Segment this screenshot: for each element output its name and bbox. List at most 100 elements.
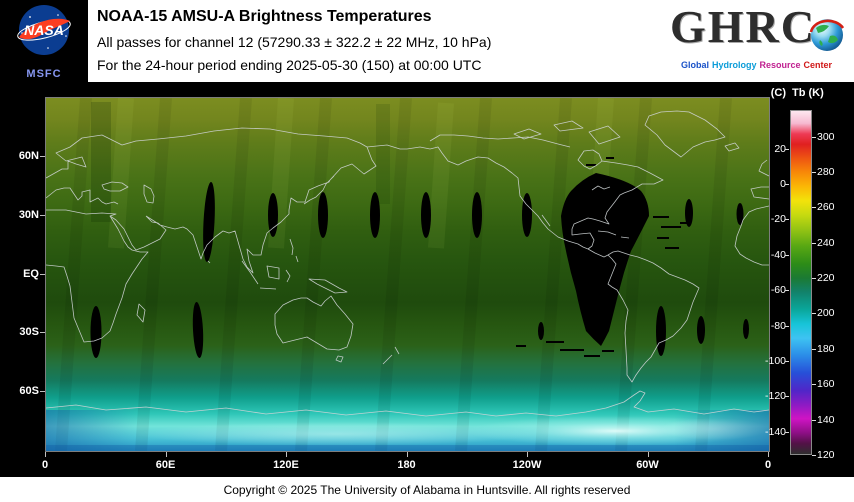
- colorbar-tick: [812, 242, 816, 244]
- nasa-logo-text: NASA: [24, 22, 64, 38]
- coastline-antarctica: [46, 390, 769, 417]
- coastline-eurasia: [46, 127, 431, 274]
- x-axis-label: 180: [397, 459, 416, 471]
- x-axis-label: 60E: [155, 459, 176, 471]
- y-axis-tick: [40, 391, 45, 393]
- ghrc-logo: GHRC Global Hydrology Resource Center: [670, 2, 846, 80]
- coastline-americas: [429, 134, 700, 383]
- large-data-gap: [561, 173, 649, 346]
- x-axis-tick: [527, 452, 528, 457]
- ghrc-tagline-word: Global: [680, 60, 709, 70]
- y-axis-tick: [40, 155, 45, 157]
- coastline-africa: [46, 159, 769, 343]
- x-axis-label: 120W: [512, 459, 542, 471]
- map-band: (C) Tb (K) 60N 30N EQ 30S 60S 0 60E 120E 180 120W…: [0, 82, 854, 477]
- colorbar-celsius-label: -60: [770, 284, 786, 297]
- colorbar-celsius-label: 20: [774, 142, 786, 155]
- y-axis-label: 60S: [19, 385, 39, 398]
- colorbar-kelvin-label: 220: [817, 272, 835, 285]
- colorbar-celsius-label: -120: [764, 390, 786, 403]
- nasa-logo: NASA MSFC: [0, 0, 88, 82]
- x-axis-tick: [45, 452, 46, 457]
- colorbar-tick: [785, 290, 789, 292]
- colorbar-tick: [812, 278, 816, 280]
- map-plot: [45, 97, 770, 452]
- colorbar-tick: [812, 207, 816, 209]
- ghrc-globe-icon: [809, 19, 845, 51]
- data-gap-streaks: [516, 157, 689, 357]
- colorbar-kelvin-label: 160: [817, 378, 835, 391]
- nasa-meatball-icon: NASA: [17, 5, 71, 55]
- page-title: NOAA-15 AMSU-A Brightness Temperatures: [97, 8, 432, 25]
- colorbar-celsius-label: -100: [764, 354, 786, 367]
- colorbar-kelvin-label: 120: [817, 449, 835, 461]
- colorbar-tick: [785, 219, 789, 221]
- colorbar-tick: [785, 184, 789, 186]
- colorbar-unit-kelvin: Tb (K): [792, 87, 824, 99]
- coastline-arctic-islands: [513, 110, 740, 158]
- colorbar-unit-celsius: (C): [770, 87, 786, 99]
- colorbar-celsius-label: -20: [770, 213, 786, 226]
- swath-streaks: [55, 98, 732, 451]
- colorbar-celsius-label: -140: [764, 425, 786, 438]
- colorbar-tick: [785, 431, 789, 433]
- x-axis-tick: [647, 452, 649, 457]
- y-axis-tick: [40, 332, 45, 334]
- colorbar-celsius-label: -80: [770, 319, 786, 332]
- x-axis-tick: [286, 452, 287, 457]
- copyright-text: Copyright © 2025 The University of Alaba…: [223, 483, 631, 497]
- colorbar-celsius-label: -40: [770, 248, 786, 261]
- field-glows: [46, 410, 769, 451]
- x-axis-tick: [768, 452, 769, 457]
- y-axis-label: EQ: [23, 267, 39, 280]
- dark-streak: [376, 104, 390, 204]
- coastline-oceania: [207, 238, 400, 365]
- x-axis-label: 0: [41, 459, 49, 471]
- world-map-svg: [46, 98, 769, 451]
- colorbar-tick: [785, 148, 789, 150]
- colorbar-tick: [785, 325, 789, 327]
- header: NASA MSFC NOAA-15 AMSU-A Brightness Temp…: [0, 0, 854, 82]
- colorbar-tick: [812, 136, 816, 138]
- page-subtitle: All passes for channel 12 (57290.33 ± 32…: [97, 34, 492, 50]
- colorbar-tick: [812, 313, 816, 315]
- coastlines: [46, 110, 769, 417]
- x-axis-label: 0: [764, 459, 772, 471]
- colorbar-kelvin-label: 140: [817, 413, 835, 426]
- dark-streak: [91, 102, 111, 222]
- ghrc-tagline-word: Center: [803, 60, 833, 70]
- colorbar-tick: [812, 171, 816, 173]
- colorbar-kelvin-label: 200: [817, 307, 835, 320]
- y-axis-tick: [40, 214, 45, 216]
- msfc-label: MSFC: [26, 68, 62, 80]
- period-line: For the 24-hour period ending 2025-05-30…: [97, 57, 482, 73]
- colorbar-kelvin-label: 240: [817, 236, 835, 249]
- colorbar-kelvin-label: 180: [817, 342, 835, 355]
- colorbar-tick: [812, 455, 816, 456]
- colorbar-tick: [812, 384, 816, 386]
- colorbar-tick: [785, 254, 789, 256]
- y-axis-label: 60N: [18, 149, 39, 162]
- y-axis-label: 30N: [18, 208, 39, 221]
- ghrc-tagline: Global Hydrology Resource Center: [670, 60, 846, 70]
- y-axis-tick: [40, 273, 45, 275]
- colorbar-celsius-label: 0: [780, 178, 786, 191]
- ghrc-logo-text: GHRC: [670, 1, 816, 52]
- x-axis-label: 60W: [636, 459, 659, 471]
- colorbar: [790, 110, 812, 455]
- y-axis-label: 30S: [19, 326, 39, 339]
- x-axis-tick: [406, 452, 408, 457]
- colorbar-tick: [812, 419, 816, 421]
- x-axis-label: 120E: [273, 459, 299, 471]
- colorbar-tick: [785, 396, 789, 398]
- colorbar-kelvin-label: 280: [817, 165, 835, 178]
- x-axis-tick: [165, 452, 167, 457]
- data-gap-regions: [90, 157, 749, 358]
- footer: Copyright © 2025 The University of Alaba…: [0, 477, 854, 502]
- colorbar-kelvin-label: 300: [817, 130, 835, 143]
- colorbar-tick: [812, 348, 816, 350]
- title-block: NOAA-15 AMSU-A Brightness Temperatures A…: [97, 8, 491, 80]
- colorbar-kelvin-label: 260: [817, 201, 835, 214]
- colorbar-tick: [785, 360, 789, 362]
